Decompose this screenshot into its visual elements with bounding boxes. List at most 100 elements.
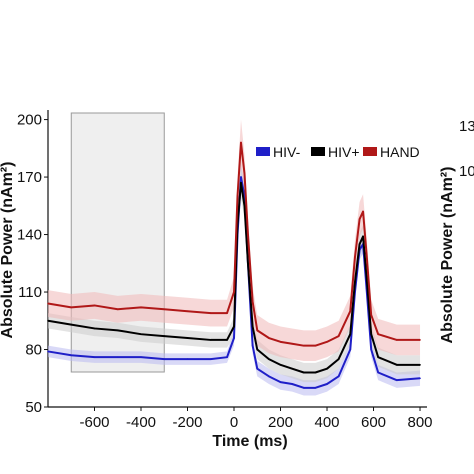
data-point — [291, 383, 293, 385]
legend-label: HAND — [380, 144, 420, 160]
right-y-tick-label: 13 — [459, 118, 474, 135]
data-point — [209, 339, 212, 341]
data-point — [268, 375, 270, 378]
data-point — [377, 333, 379, 335]
series-line-2 — [47, 181, 421, 374]
data-point — [268, 358, 270, 360]
data-point — [370, 314, 372, 316]
data-point — [419, 339, 421, 341]
data-point — [240, 176, 242, 178]
data-point — [256, 367, 259, 370]
data-point — [395, 379, 398, 381]
data-point — [116, 356, 119, 358]
data-point — [291, 367, 293, 370]
data-point — [326, 383, 328, 385]
y-axis-title: Absolute Power (nAm²) — [0, 162, 16, 339]
data-point — [268, 337, 270, 339]
legend-label: HIV+ — [328, 144, 360, 160]
data-point — [354, 281, 356, 284]
legend-swatch — [363, 147, 377, 156]
y-tick-label: 140 — [17, 227, 42, 244]
legend: HIV- HIV+ HAND — [256, 144, 420, 160]
data-point — [365, 275, 368, 278]
data-point — [377, 356, 379, 358]
data-point — [326, 367, 328, 370]
data-point — [358, 218, 361, 221]
data-point — [419, 364, 421, 366]
data-point — [247, 262, 249, 265]
series-line-3 — [47, 141, 421, 347]
x-tick-label: 600 — [361, 414, 386, 431]
data-point — [243, 172, 246, 175]
data-point — [314, 371, 317, 374]
data-point — [70, 323, 73, 326]
right-y-tick-label: 10 — [459, 163, 474, 180]
data-point — [47, 302, 49, 305]
right-y-axis-title: Absolute Power (nAm²) — [439, 167, 456, 344]
data-point — [226, 312, 228, 314]
data-point — [349, 333, 352, 335]
data-point — [256, 329, 259, 332]
data-point — [337, 335, 340, 337]
data-point — [354, 256, 356, 259]
data-point — [186, 310, 189, 312]
legend-swatch — [311, 147, 325, 156]
data-point — [395, 339, 398, 341]
error-band-series-1 — [48, 163, 421, 396]
data-point — [370, 348, 372, 351]
x-tick-label: 800 — [408, 414, 433, 431]
y-tick-label: 50 — [25, 399, 42, 416]
data-point — [116, 308, 119, 311]
data-point — [251, 325, 254, 328]
data-point — [302, 371, 305, 374]
data-point — [302, 344, 305, 347]
series-line-1 — [47, 176, 421, 389]
data-point — [337, 358, 340, 360]
x-tick-label: -400 — [126, 414, 156, 431]
data-point — [419, 377, 421, 380]
data-point — [279, 364, 282, 366]
data-point — [362, 235, 364, 238]
data-point — [140, 356, 142, 358]
data-point — [314, 344, 317, 347]
y-tick-label: 170 — [17, 169, 42, 186]
data-point — [93, 356, 96, 358]
data-point — [226, 356, 228, 358]
data-point — [209, 358, 212, 360]
data-point — [163, 308, 166, 311]
data-point — [70, 306, 73, 309]
data-point — [140, 333, 142, 335]
x-tick-label: 400 — [315, 414, 340, 431]
data-point — [377, 371, 379, 374]
data-point — [186, 337, 189, 339]
data-point — [240, 141, 242, 144]
data-point — [93, 304, 96, 307]
data-point — [314, 387, 317, 389]
data-point — [226, 339, 228, 341]
series-lines — [47, 141, 421, 389]
data-point — [251, 300, 254, 303]
data-point — [236, 195, 239, 198]
error-bands — [48, 119, 421, 396]
data-point — [256, 348, 259, 351]
data-point — [186, 358, 189, 360]
data-point — [362, 210, 364, 213]
error-band-series-3 — [48, 119, 421, 362]
data-point — [116, 329, 119, 332]
legend-label: HIV- — [273, 144, 301, 160]
x-tick-label: 200 — [268, 414, 293, 431]
data-point — [233, 325, 235, 328]
data-point — [70, 354, 73, 357]
y-tick-label: 200 — [17, 112, 42, 129]
legend-swatch — [256, 147, 270, 156]
data-point — [233, 291, 235, 293]
x-tick-label: 0 — [230, 414, 238, 431]
data-point — [326, 341, 328, 343]
x-tick-label: -200 — [172, 414, 202, 431]
axis-ticks: -600 -400 -200 0 200 400 600 800 50 80 110 140 170 20… — [17, 112, 433, 431]
data-point — [163, 358, 166, 360]
data-point — [209, 312, 212, 314]
data-point — [302, 387, 305, 389]
data-point — [163, 335, 166, 337]
